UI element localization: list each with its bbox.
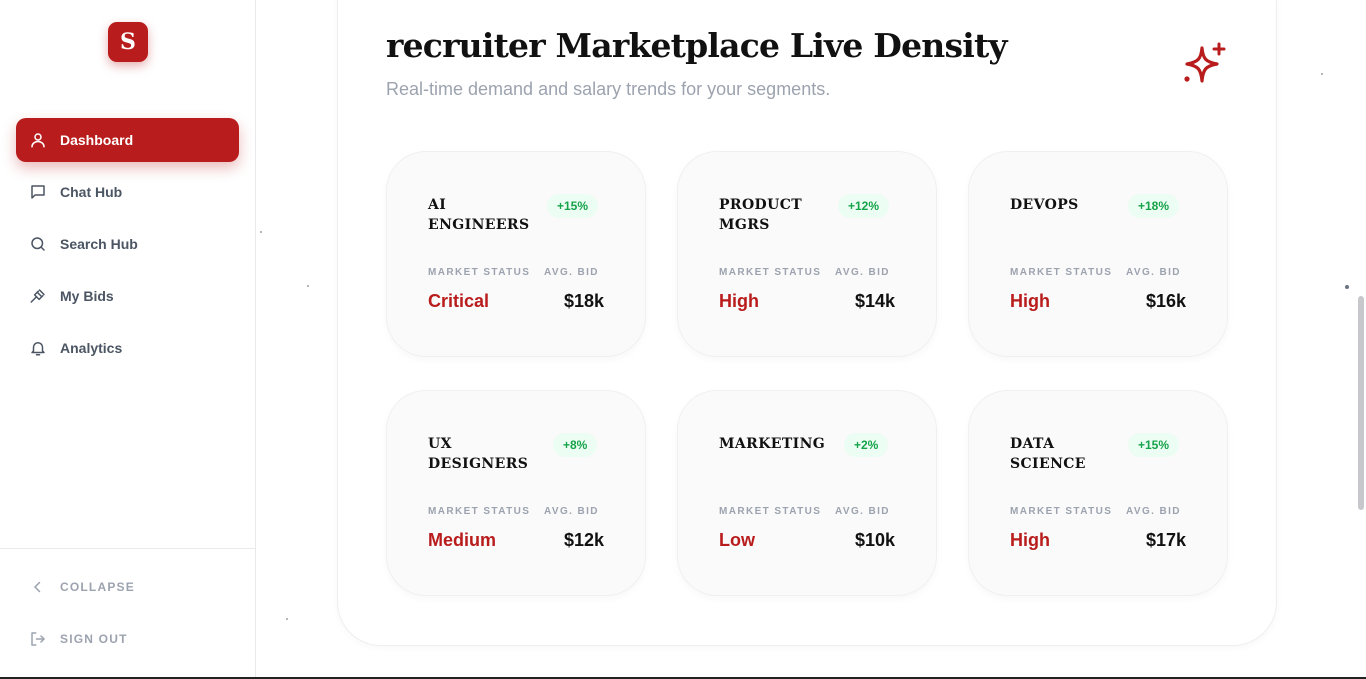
sidebar-item-label: Analytics [60,340,123,356]
growth-badge: +2% [844,433,889,457]
sign-out-icon [28,629,48,649]
sidebar-item-my-bids[interactable]: My Bids [16,274,239,318]
market-status-value: Critical [428,291,490,311]
market-status-value: High [1010,530,1050,550]
segment-card[interactable]: MARKETING +2% MARKET STATUS AVG. BID Low… [677,390,937,596]
search-icon [29,235,47,253]
sidebar-item-label: Dashboard [60,132,134,148]
growth-badge: +12% [838,194,890,218]
decorative-dot [1345,285,1349,289]
avg-bid-value: $10k [854,530,895,550]
avg-bid-label: AVG. BID [835,267,890,278]
market-status-value: High [1010,291,1050,311]
sign-out-label: SIGN OUT [60,632,128,646]
market-status-label: MARKET STATUS [428,506,531,517]
page-subtitle: Real-time demand and salary trends for y… [386,79,831,99]
sidebar-footer: COLLAPSE SIGN OUT [0,548,255,679]
avg-bid-label: AVG. BID [544,506,599,517]
segment-card[interactable]: UX DESIGNERS +8% MARKET STATUS AVG. BID … [386,390,646,596]
market-status-label: MARKET STATUS [719,267,822,278]
avg-bid-value: $14k [854,291,895,311]
user-icon [29,131,47,149]
market-status-value: High [719,291,759,311]
sign-out-button[interactable]: SIGN OUT [28,629,128,649]
sidebar-item-dashboard[interactable]: Dashboard [16,118,239,162]
avg-bid-value: $16k [1145,291,1186,311]
growth-badge: +15% [547,194,599,218]
growth-badge: +8% [553,433,598,457]
sidebar-item-search-hub[interactable]: Search Hub [16,222,239,266]
avg-bid-label: AVG. BID [544,267,599,278]
sidebar-item-analytics[interactable]: Analytics [16,326,239,370]
collapse-button[interactable]: COLLAPSE [28,577,135,597]
avg-bid-label: AVG. BID [835,506,890,517]
decorative-dot [1321,73,1323,75]
market-status-label: MARKET STATUS [1010,506,1113,517]
app-logo[interactable]: S [108,22,148,62]
market-status-label: MARKET STATUS [1010,267,1113,278]
decorative-dot [286,618,288,620]
avg-bid-value: $18k [563,291,604,311]
growth-badge: +15% [1128,433,1180,457]
gavel-icon [29,287,47,305]
segment-name: MARKETING [719,436,826,452]
sparkle-icon[interactable] [1178,42,1228,90]
decorative-dot [307,285,309,287]
sidebar: S Dashboard Chat Hub Search Hub My Bids [0,0,256,679]
sidebar-item-chat-hub[interactable]: Chat Hub [16,170,239,214]
chevron-left-icon [28,577,48,597]
segment-card[interactable]: AI ENGINEERS +15% MARKET STATUS AVG. BID… [386,151,646,357]
segment-card[interactable]: PRODUCT MGRS +12% MARKET STATUS AVG. BID… [677,151,937,357]
market-status-label: MARKET STATUS [719,506,822,517]
growth-badge: +18% [1128,194,1180,218]
segment-name: UX DESIGNERS [428,436,529,472]
segment-card[interactable]: DEVOPS +18% MARKET STATUS AVG. BID High … [968,151,1228,357]
market-status-value: Medium [428,530,497,550]
sidebar-nav: Dashboard Chat Hub Search Hub My Bids An… [16,118,239,378]
page-title: recruiter Marketplace Live Density [386,26,1008,65]
segment-name: AI ENGINEERS [428,197,530,233]
window-bottom-edge [0,677,1366,679]
bell-icon [29,339,47,357]
chat-icon [29,183,47,201]
sidebar-item-label: Chat Hub [60,184,123,200]
decorative-dot [260,231,262,233]
collapse-label: COLLAPSE [60,580,135,594]
market-status-label: MARKET STATUS [428,267,531,278]
avg-bid-label: AVG. BID [1126,267,1181,278]
scrollbar-thumb[interactable] [1358,296,1364,510]
avg-bid-value: $12k [563,530,604,550]
avg-bid-value: $17k [1145,530,1186,550]
segment-name: PRODUCT MGRS [719,197,803,233]
market-status-value: Low [719,530,755,550]
sidebar-item-label: Search Hub [60,236,138,252]
avg-bid-label: AVG. BID [1126,506,1181,517]
segment-name: DEVOPS [1010,197,1079,213]
segment-name: DATA SCIENCE [1010,436,1086,472]
sidebar-item-label: My Bids [60,288,114,304]
segment-card[interactable]: DATA SCIENCE +15% MARKET STATUS AVG. BID… [968,390,1228,596]
